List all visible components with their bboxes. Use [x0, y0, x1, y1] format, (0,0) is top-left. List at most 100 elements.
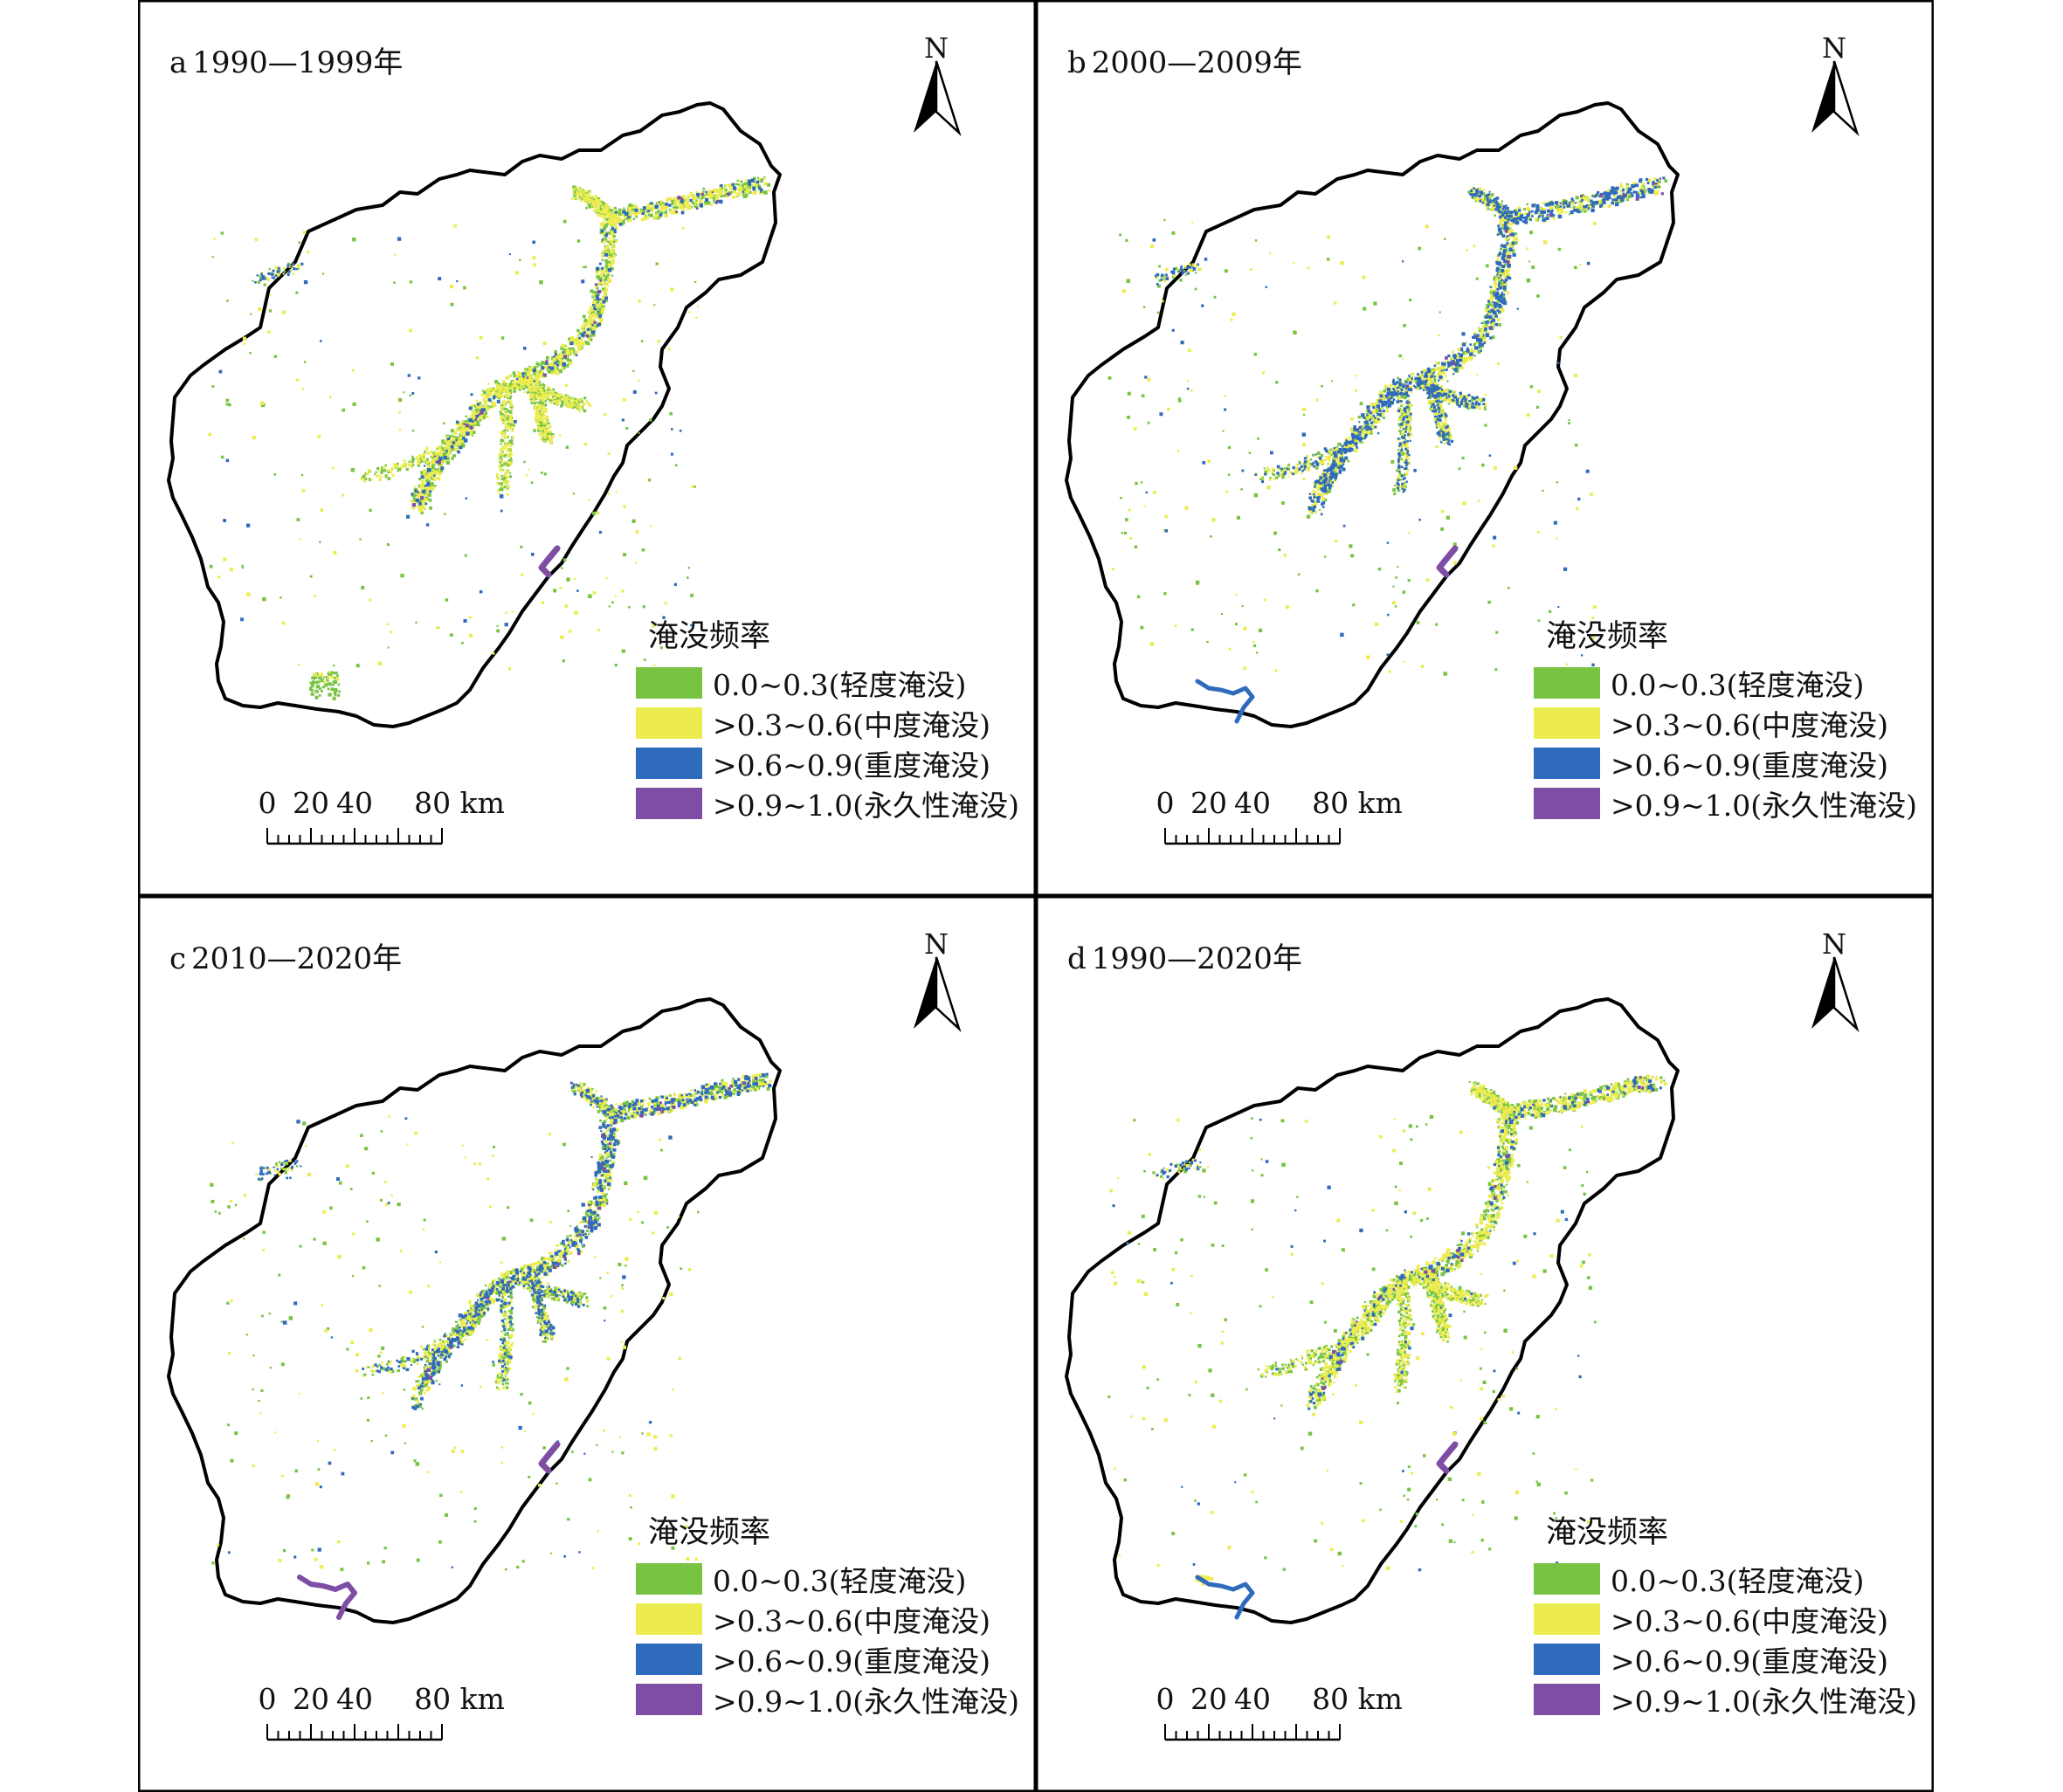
north-letter: N	[924, 927, 949, 961]
legend-title: 淹没频率	[1546, 1515, 1669, 1550]
north-arrow-icon	[1811, 956, 1859, 1032]
map-canvas	[138, 896, 1036, 1792]
scale-bar-graphic	[1164, 828, 1341, 845]
scale-bar-label: 0	[258, 786, 277, 820]
legend-item: 0.0~0.3(轻度淹没)	[1534, 663, 1927, 703]
legend-label: >0.3~0.6(中度淹没)	[1611, 708, 1889, 742]
scale-bar-label: 80 km	[414, 1682, 505, 1716]
panel-period: 2000—2009年	[1091, 45, 1302, 80]
legend-item: >0.9~1.0(永久性淹没)	[636, 783, 1029, 824]
legend-label: >0.6~0.9(重度淹没)	[713, 1644, 991, 1678]
legend-label: >0.6~0.9(重度淹没)	[1611, 748, 1889, 782]
scale-bar-label: 0	[1156, 1682, 1175, 1716]
panel-period: 1990—1999年	[192, 45, 404, 80]
north-letter: N	[924, 31, 949, 65]
legend-item: >0.9~1.0(永久性淹没)	[636, 1679, 1029, 1720]
legend-swatch	[636, 667, 702, 699]
scale-bar-label: 40	[1234, 786, 1271, 820]
scale-bar-graphic	[266, 1724, 443, 1741]
north-arrow: N	[1808, 31, 1860, 136]
scale-bar-label: 40	[336, 1682, 373, 1716]
legend-label: >0.6~0.9(重度淹没)	[1611, 1644, 1889, 1678]
legend-swatch	[1534, 748, 1600, 779]
permanent-inundation-layer	[297, 1078, 758, 1620]
legend-label: >0.6~0.9(重度淹没)	[713, 748, 991, 782]
scale-bar: 0 20 40 80 km	[1156, 786, 1446, 856]
legend-item: >0.3~0.6(中度淹没)	[1534, 703, 1927, 743]
legend: 淹没频率 0.0~0.3(轻度淹没) >0.3~0.6(中度淹没) >0.6~0.9…	[1534, 611, 1927, 824]
map-panel-d: d 1990—2020年 N 淹没频率 0.0~0.3(轻度淹没) >0.3~0.6…	[1036, 896, 1934, 1792]
legend-title: 淹没频率	[648, 619, 771, 654]
legend-label: >0.9~1.0(永久性淹没)	[713, 789, 1020, 823]
scale-bar-label: 40	[336, 786, 373, 820]
basin-boundary	[1065, 101, 1680, 728]
map-panel-a: a 1990—1999年 N 淹没频率 0.0~0.3(轻度淹没) >0.3~0.6…	[138, 0, 1036, 896]
heavy-inundation-layer	[1112, 1076, 1662, 1620]
legend-swatch	[1534, 667, 1600, 699]
legend-label: 0.0~0.3(轻度淹没)	[713, 1564, 967, 1598]
scale-bar-label: 0	[258, 1682, 277, 1716]
legend-label: >0.9~1.0(永久性淹没)	[1611, 1685, 1918, 1719]
legend-swatch	[636, 1603, 702, 1635]
legend-label: >0.9~1.0(永久性淹没)	[1611, 789, 1918, 823]
legend-title: 淹没频率	[1546, 619, 1669, 654]
scale-bar-label: 80 km	[1312, 786, 1403, 820]
legend-label: >0.3~0.6(中度淹没)	[713, 1604, 991, 1638]
legend-item: >0.6~0.9(重度淹没)	[636, 743, 1029, 783]
map-canvas	[1036, 896, 1934, 1792]
legend-swatch	[636, 1563, 702, 1595]
legend-item: >0.9~1.0(永久性淹没)	[1534, 783, 1927, 824]
legend-item: >0.3~0.6(中度淹没)	[636, 1599, 1029, 1639]
scale-bar-label: 80 km	[1312, 1682, 1403, 1716]
legend-swatch	[1534, 707, 1600, 739]
legend-item: >0.6~0.9(重度淹没)	[636, 1639, 1029, 1679]
legend-swatch	[1534, 1644, 1600, 1675]
north-arrow: N	[910, 31, 963, 136]
scale-bar-graphic	[266, 828, 443, 845]
legend-label: 0.0~0.3(轻度淹没)	[1611, 668, 1865, 702]
panel-letter: a	[169, 45, 188, 80]
legend-item: >0.6~0.9(重度淹没)	[1534, 1639, 1927, 1679]
map-panel-b: b 2000—2009年 N 淹没频率 0.0~0.3(轻度淹没) >0.3~0.6…	[1036, 0, 1934, 896]
north-letter: N	[1822, 31, 1846, 65]
legend-title: 淹没频率	[648, 1515, 771, 1550]
panel-letter: b	[1067, 45, 1087, 80]
legend-swatch	[1534, 1684, 1600, 1715]
legend-swatch	[636, 707, 702, 739]
panel-letter: d	[1067, 941, 1087, 976]
scale-bar-label: 20	[1190, 786, 1227, 820]
legend-label: >0.9~1.0(永久性淹没)	[713, 1685, 1020, 1719]
map-canvas	[1036, 0, 1934, 896]
scale-bar-label: 40	[1234, 1682, 1271, 1716]
permanent-inundation-layer	[411, 190, 731, 578]
legend-label: 0.0~0.3(轻度淹没)	[713, 668, 967, 702]
scale-bar-label: 80 km	[414, 786, 505, 820]
legend-item: 0.0~0.3(轻度淹没)	[636, 663, 1029, 703]
legend-swatch	[1534, 788, 1600, 819]
scale-bar: 0 20 40 80 km	[258, 1682, 549, 1752]
scale-bar-graphic	[1164, 1724, 1341, 1741]
north-letter: N	[1822, 927, 1846, 961]
scale-bar-label: 20	[293, 786, 329, 820]
north-arrow-icon	[914, 60, 962, 136]
scale-bar: 0 20 40 80 km	[258, 786, 549, 856]
legend-swatch	[636, 788, 702, 819]
scale-bar-label: 20	[1190, 1682, 1227, 1716]
legend: 淹没频率 0.0~0.3(轻度淹没) >0.3~0.6(中度淹没) >0.6~0.9…	[1534, 1507, 1927, 1720]
legend-swatch	[636, 1644, 702, 1675]
heavy-inundation-layer	[218, 178, 763, 627]
scale-bar: 0 20 40 80 km	[1156, 1682, 1446, 1752]
legend-item: >0.3~0.6(中度淹没)	[1534, 1599, 1927, 1639]
legend-item: >0.6~0.9(重度淹没)	[1534, 743, 1927, 783]
legend-item: >0.9~1.0(永久性淹没)	[1534, 1679, 1927, 1720]
panel-period: 2010—2020年	[191, 941, 403, 976]
panel-title: b 2000—2009年	[1067, 38, 1307, 81]
panel-title: c 2010—2020年	[169, 934, 407, 977]
legend-item: >0.3~0.6(中度淹没)	[636, 703, 1029, 743]
permanent-inundation-layer	[1321, 1076, 1645, 1474]
north-arrow-icon	[1811, 60, 1859, 136]
legend-swatch	[636, 748, 702, 779]
legend-item: 0.0~0.3(轻度淹没)	[1534, 1559, 1927, 1599]
north-arrow: N	[910, 927, 963, 1032]
map-canvas	[138, 0, 1036, 896]
